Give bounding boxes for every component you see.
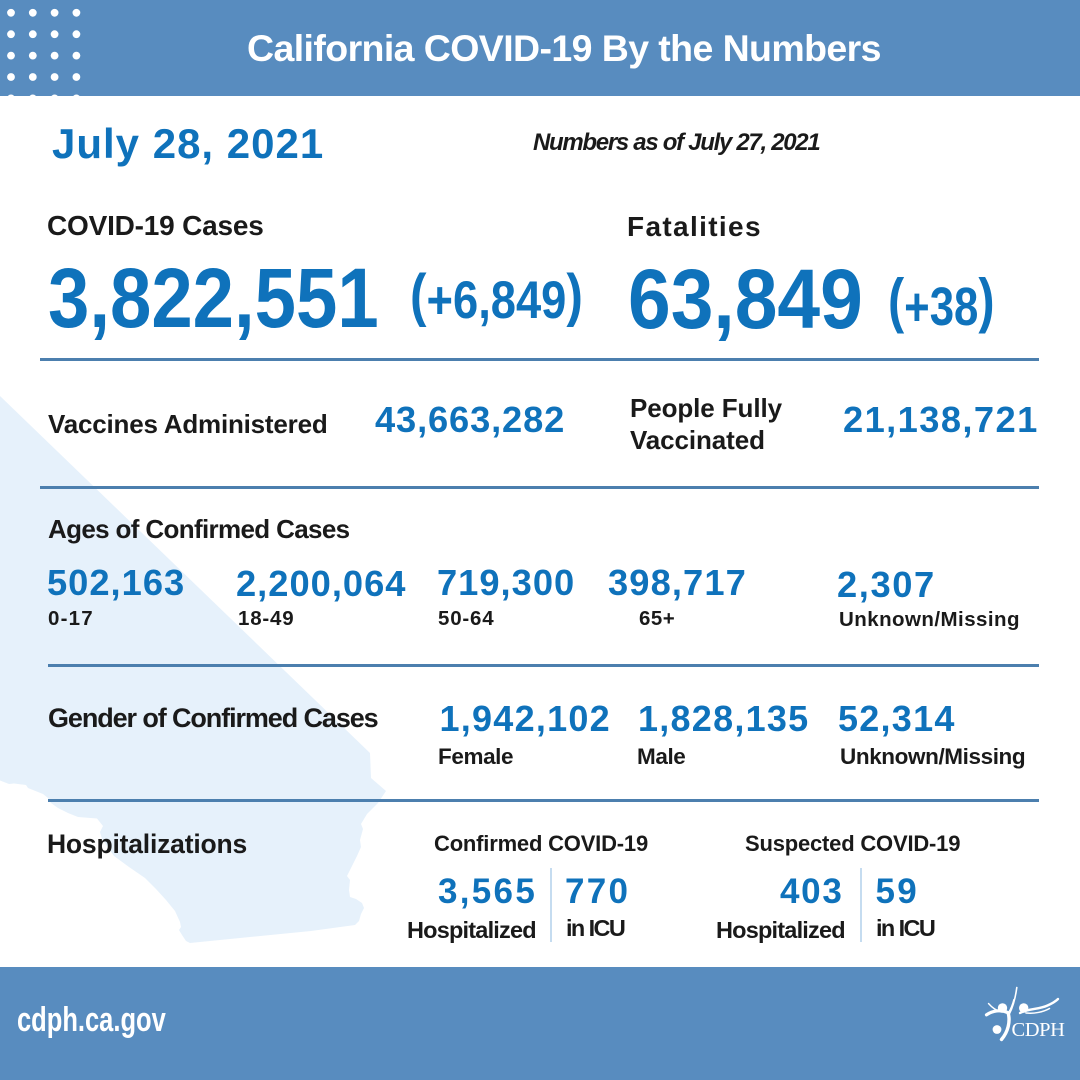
- svg-text:CDPH: CDPH: [1012, 1019, 1066, 1041]
